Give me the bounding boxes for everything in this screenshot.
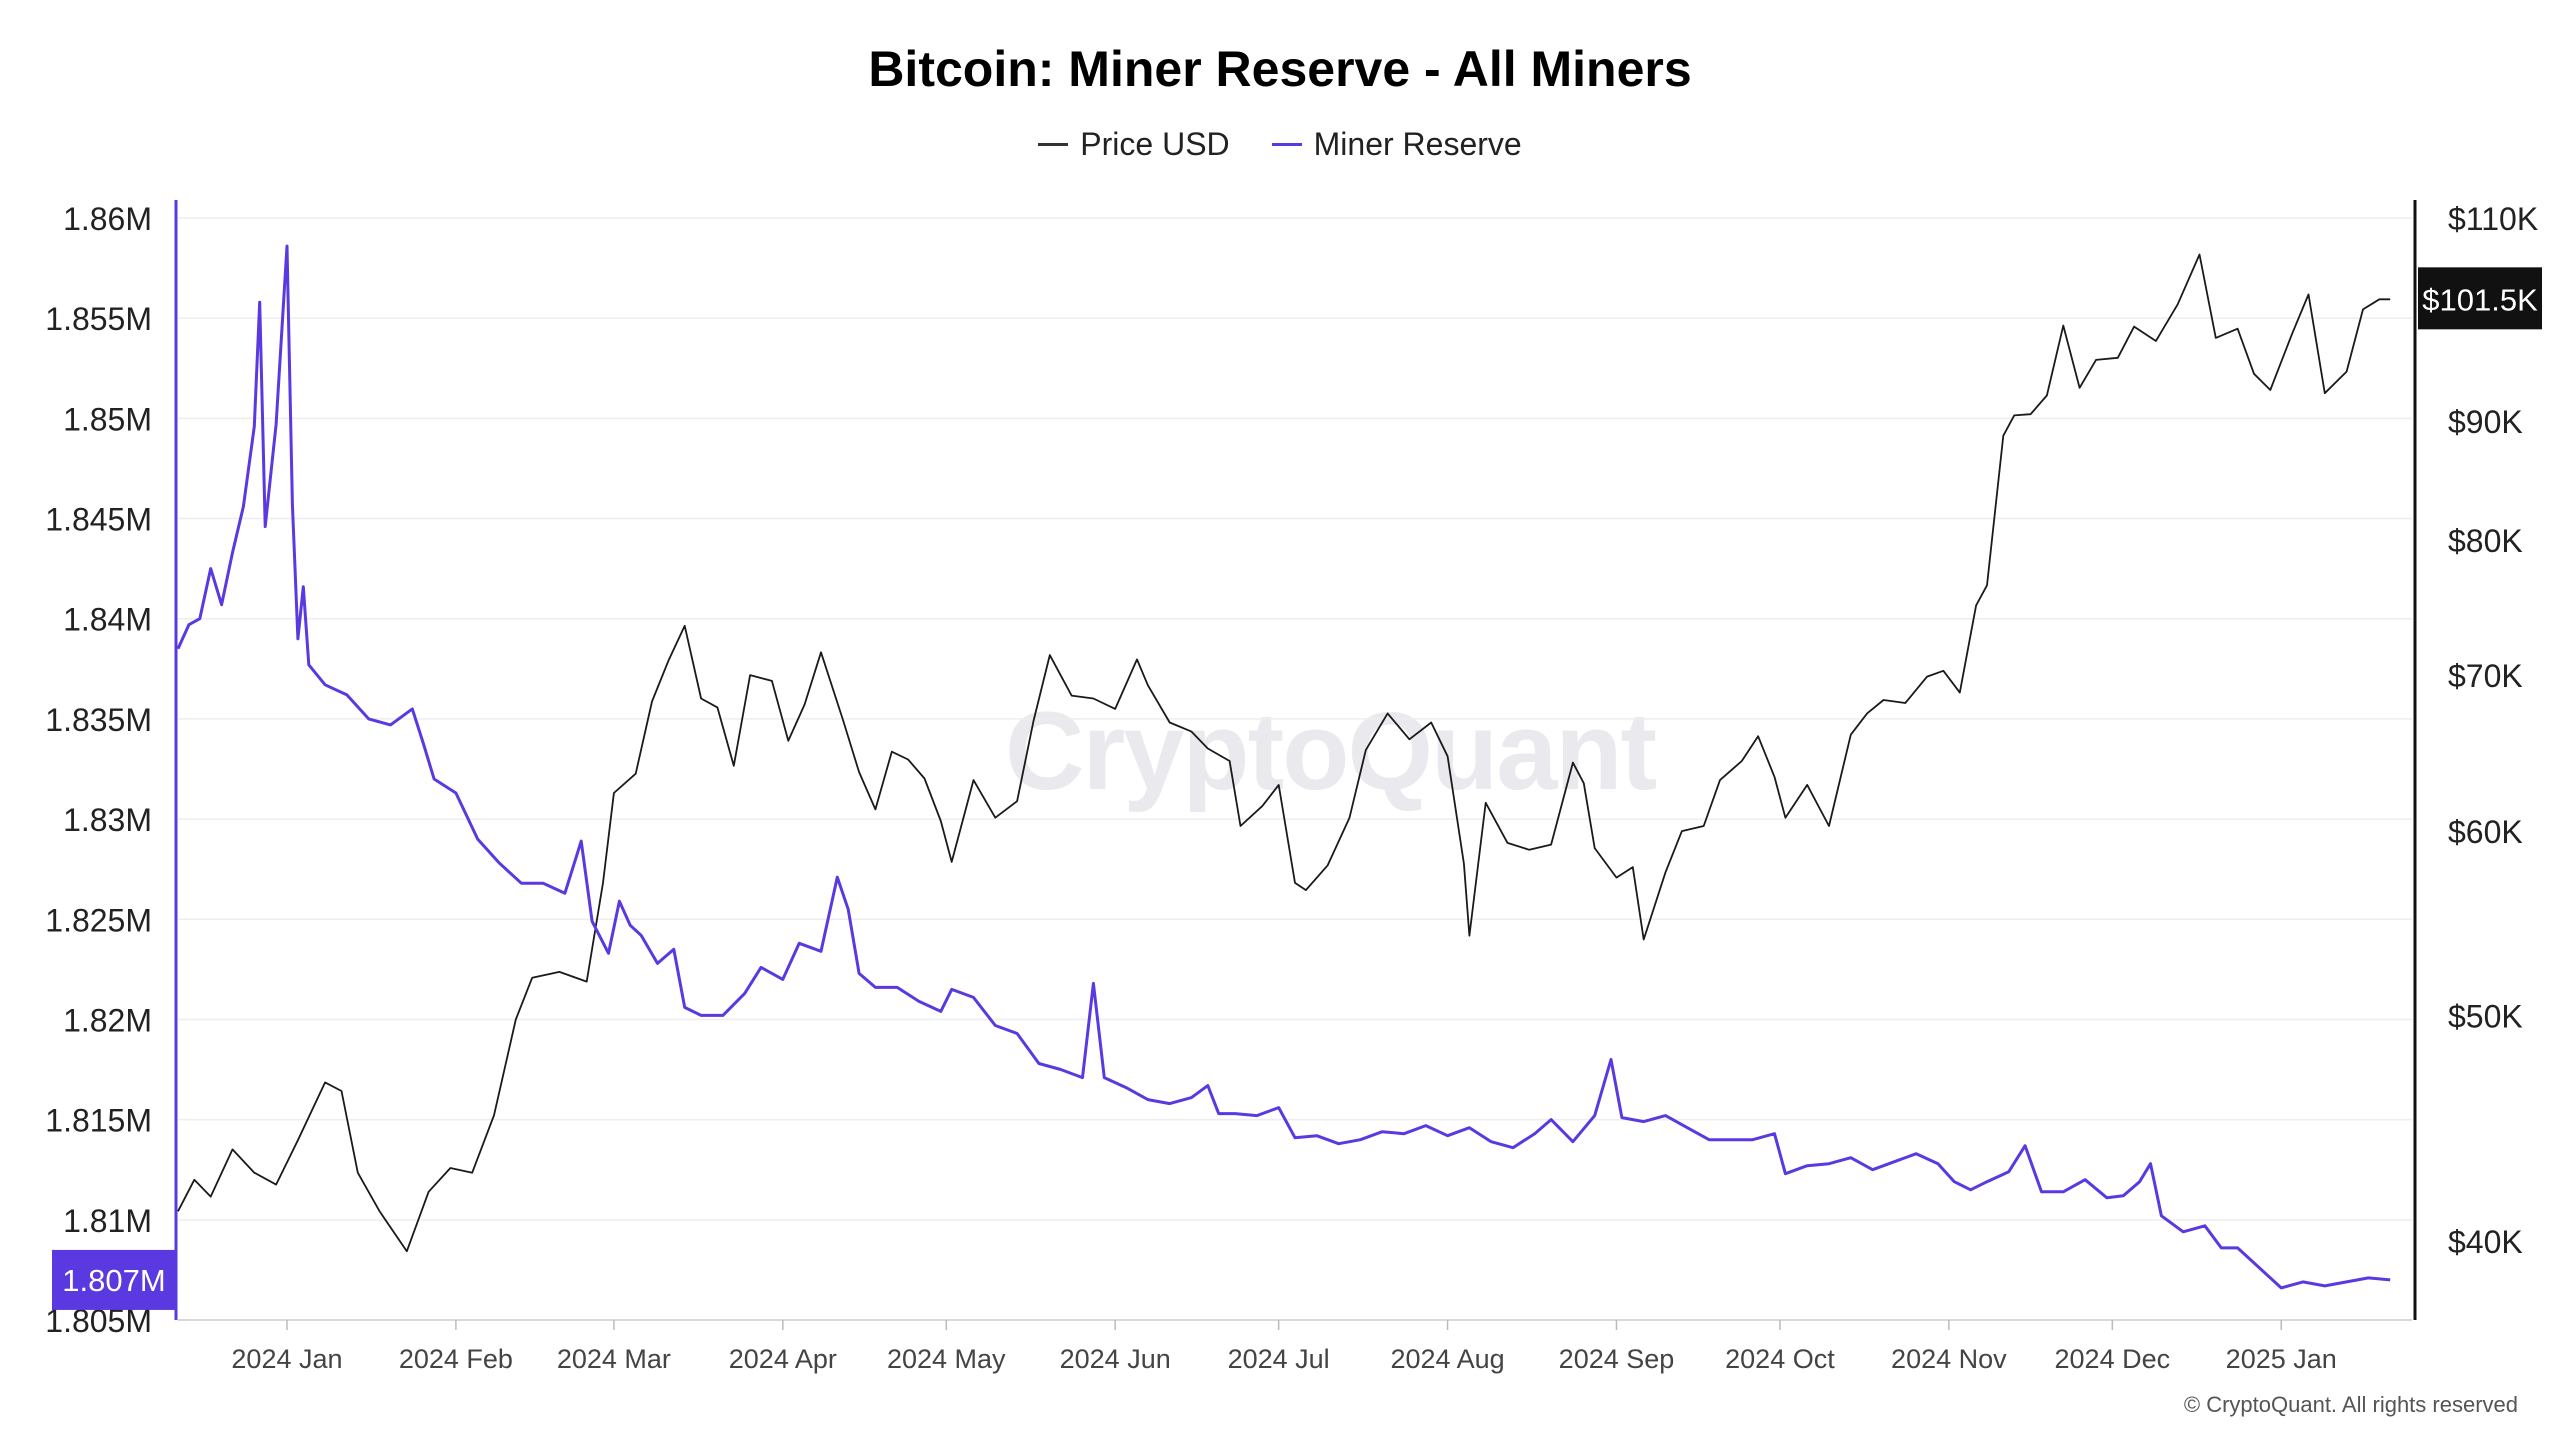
right-axis-current-value-label: $101.5K [2422, 282, 2538, 317]
x-axis-tick-label: 2024 Aug [1391, 1344, 1505, 1374]
x-axis-tick-label: 2024 Jul [1228, 1344, 1330, 1374]
left-axis-tick-label: 1.815M [45, 1103, 152, 1139]
x-axis-tick-label: 2024 May [887, 1344, 1006, 1374]
x-axis-tick-label: 2024 Apr [729, 1344, 837, 1374]
right-axis-tick-label: $40K [2448, 1224, 2523, 1260]
left-axis-current-value-badge [52, 1249, 176, 1310]
left-axis-tick-label: 1.85M [63, 401, 152, 437]
x-axis-tick-label: 2024 Jan [231, 1344, 342, 1374]
x-axis-tick-label: 2024 Jun [1060, 1344, 1171, 1374]
left-axis-tick-label: 1.835M [45, 702, 152, 738]
right-axis-tick-label: $50K [2448, 998, 2523, 1034]
legend-swatch-price [1038, 143, 1069, 146]
legend-item-price[interactable]: Price USD [1038, 126, 1230, 163]
x-axis-tick-label: 2024 Feb [399, 1344, 513, 1374]
x-axis-tick-label: 2024 Mar [557, 1344, 671, 1374]
x-axis-tick-label: 2024 Nov [1891, 1344, 2007, 1374]
x-axis-tick-label: 2024 Oct [1725, 1344, 1835, 1374]
right-axis-tick-label: $60K [2448, 814, 2523, 850]
left-axis-tick-label: 1.855M [45, 301, 152, 337]
left-axis-tick-label: 1.84M [63, 602, 152, 638]
chart-title: Bitcoin: Miner Reserve - All Miners [868, 41, 1692, 97]
legend: Price USD Miner Reserve [0, 126, 2560, 163]
right-axis-tick-label: $70K [2448, 658, 2523, 694]
right-axis-tick-label: $90K [2448, 404, 2523, 440]
legend-label-miner-reserve: Miner Reserve [1313, 126, 1522, 162]
watermark: CryptoQuant [1005, 690, 1657, 813]
left-axis-tick-label: 1.81M [63, 1203, 152, 1239]
miner-reserve-line [176, 244, 2391, 1290]
price-usd-line [177, 253, 2391, 1253]
left-axis-tick-label: 1.825M [45, 902, 152, 938]
copyright-notice: © CryptoQuant. All rights reserved [2183, 1392, 2518, 1417]
x-axis-tick-label: 2024 Dec [2055, 1344, 2171, 1374]
left-axis-tick-label: 1.83M [63, 802, 152, 838]
legend-swatch-miner-reserve [1271, 143, 1302, 146]
left-axis-tick-label: 1.86M [63, 201, 152, 237]
left-axis-tick-label: 1.845M [45, 502, 152, 538]
left-axis-current-value-label: 1.807M [62, 1263, 165, 1298]
right-axis-current-value-badge [2418, 267, 2542, 330]
legend-label-price: Price USD [1080, 126, 1230, 162]
x-axis-tick-label: 2024 Sep [1559, 1344, 1675, 1374]
right-axis-tick-label: $110K [2448, 201, 2538, 237]
left-axis-tick-label: 1.82M [63, 1002, 152, 1038]
right-axis-tick-label: $80K [2448, 523, 2523, 559]
x-axis-tick-label: 2025 Jan [2226, 1344, 2337, 1374]
legend-item-miner-reserve[interactable]: Miner Reserve [1271, 126, 1522, 163]
